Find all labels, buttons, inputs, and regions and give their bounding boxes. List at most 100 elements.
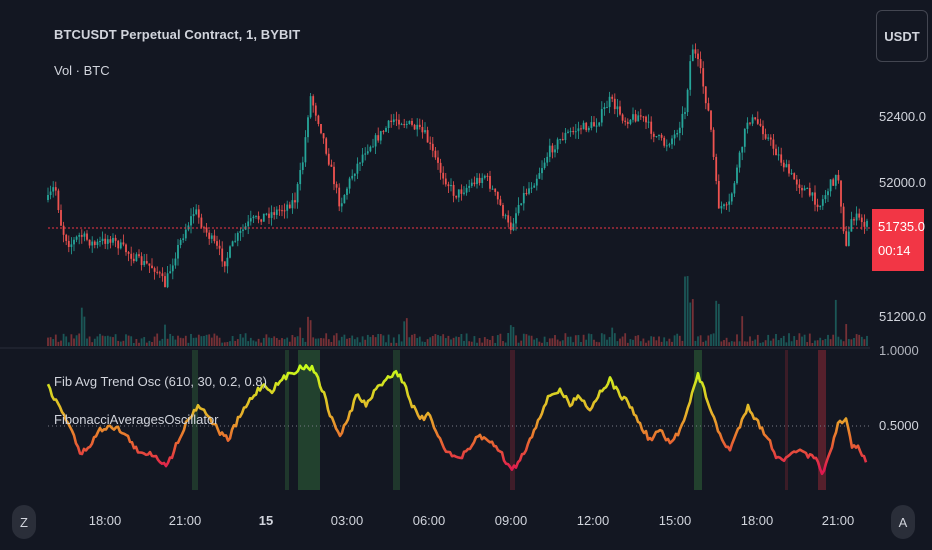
volume-bar <box>788 333 790 346</box>
volume-bar <box>749 336 751 346</box>
volume-bar <box>444 338 447 346</box>
candle-body <box>151 265 153 269</box>
oscillator-subtitle[interactable]: FibonacciAveragesOscillator <box>54 412 219 427</box>
candle-body <box>117 240 120 249</box>
price-tick-51200: 51200.0 <box>879 309 926 324</box>
candle-body <box>764 134 767 139</box>
candle-body <box>75 236 78 240</box>
candle-body <box>434 150 437 158</box>
candle-body <box>312 96 315 106</box>
candle-body <box>208 232 211 239</box>
auto-scale-button[interactable]: A <box>891 505 915 539</box>
volume-bar <box>707 335 710 346</box>
candle-body <box>829 179 832 192</box>
volume-bar <box>725 337 728 346</box>
candle-body <box>291 200 294 209</box>
volume-bar <box>486 339 489 346</box>
candle-body <box>847 231 850 246</box>
candle-body <box>197 209 200 218</box>
volume-bar <box>538 341 541 346</box>
candle-body <box>517 204 520 214</box>
volume-bar <box>369 336 372 346</box>
volume-bar <box>855 334 858 346</box>
volume-bar <box>387 334 390 346</box>
volume-bar <box>736 334 738 346</box>
candle-body <box>403 124 406 126</box>
candle-body <box>660 134 663 138</box>
candle-body <box>106 239 109 244</box>
candle-body <box>119 242 122 249</box>
candle-body <box>793 173 796 180</box>
candle-body <box>416 124 419 130</box>
candle-body <box>377 135 380 141</box>
volume-legend[interactable]: Vol · BTC <box>54 63 110 78</box>
candle-body <box>382 131 385 133</box>
volume-bar <box>559 341 562 346</box>
volume-bar <box>741 316 744 346</box>
volume-bar <box>400 341 403 346</box>
volume-bar <box>450 339 452 346</box>
price-tick-52400: 52400.0 <box>879 109 926 124</box>
volume-bar <box>73 338 75 346</box>
volume-bar <box>398 334 400 346</box>
candle-body <box>634 114 637 122</box>
volume-bar <box>262 337 265 346</box>
candle-body <box>437 157 439 163</box>
volume-bar <box>52 339 55 346</box>
oscillator-title[interactable]: Fib Avg Trend Osc (610, 30, 0.2, 0.8) <box>54 374 267 389</box>
candle-body <box>62 225 65 235</box>
candle-body <box>671 138 673 145</box>
volume-bar <box>106 335 109 346</box>
volume-bar <box>452 337 455 346</box>
volume-bar <box>213 333 216 346</box>
volume-bar <box>717 303 720 346</box>
signal-zone <box>285 350 289 490</box>
volume-bar <box>437 335 439 346</box>
currency-button[interactable]: USDT <box>876 10 928 62</box>
volume-bar <box>691 299 694 346</box>
volume-bar <box>54 334 57 346</box>
volume-bar <box>460 333 463 346</box>
candle-body <box>574 131 577 133</box>
volume-bar <box>645 342 647 346</box>
volume-bar <box>395 342 398 346</box>
candle-body <box>109 239 112 243</box>
volume-bar <box>782 335 785 346</box>
volume-bar <box>699 335 702 346</box>
volume-bar <box>611 327 614 346</box>
candle-body <box>569 131 572 133</box>
candle-body <box>239 230 242 233</box>
volume-bar <box>834 299 837 346</box>
candle-body <box>489 175 491 189</box>
zoom-button[interactable]: Z <box>12 505 36 539</box>
volume-bar <box>827 334 829 346</box>
volume-bar <box>494 342 497 346</box>
time-label: 21:00 <box>168 513 202 528</box>
time-label: 06:00 <box>412 513 446 528</box>
volume-bar <box>499 333 502 346</box>
volume-bar <box>182 338 185 346</box>
volume-bar <box>231 336 234 346</box>
volume-bar <box>86 338 88 346</box>
volume-bar <box>759 342 762 346</box>
candle-body <box>819 205 822 208</box>
candle-body <box>54 187 57 191</box>
volume-bar <box>629 339 632 346</box>
candle-body <box>587 127 590 131</box>
volume-bar <box>203 335 205 346</box>
volume-bar <box>678 335 681 346</box>
volume-bar <box>166 338 169 346</box>
candle-body <box>67 240 70 247</box>
volume-bar <box>125 334 127 346</box>
candle-body <box>457 189 460 198</box>
candle-body <box>325 138 328 154</box>
candle-body <box>91 241 94 246</box>
volume-bar <box>252 340 255 346</box>
volume-bar <box>70 334 73 346</box>
symbol-title[interactable]: BTCUSDT Perpetual Contract, 1, BYBIT <box>54 27 301 42</box>
volume-bar <box>811 342 814 346</box>
candle-body <box>418 124 421 127</box>
candle-body <box>190 216 192 226</box>
